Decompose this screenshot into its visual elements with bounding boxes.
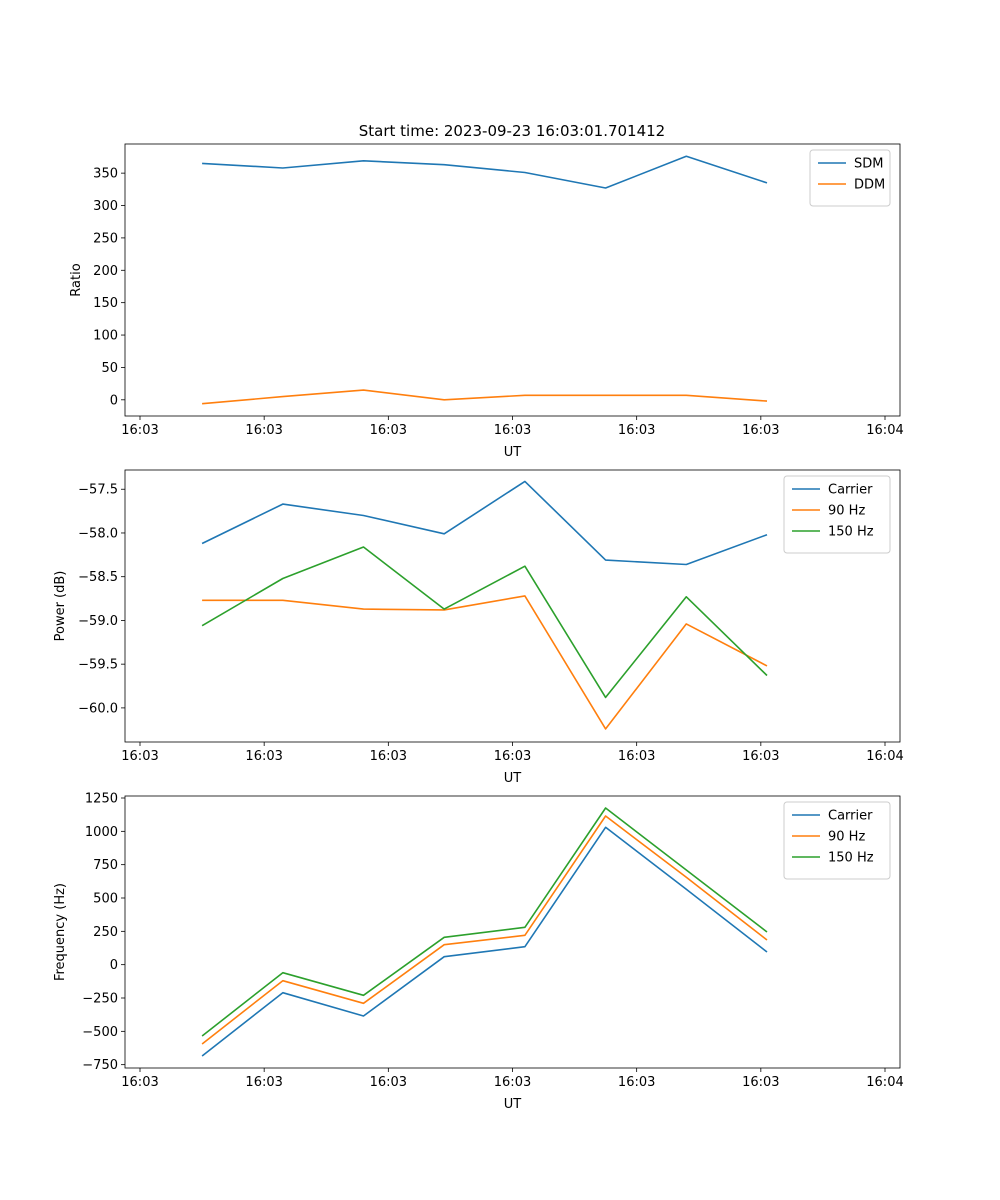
legend-label: SDM [854, 157, 883, 172]
x-tick-label: 16:03 [742, 423, 779, 438]
y-axis-label: Ratio [69, 263, 84, 296]
y-axis-label: Power (dB) [53, 571, 68, 642]
x-tick-label: 16:03 [370, 423, 407, 438]
y-tick-label: 50 [101, 361, 118, 376]
x-tick-label: 16:03 [494, 1075, 531, 1090]
y-tick-label: −59.5 [78, 658, 118, 673]
x-axis-label: UT [504, 1097, 522, 1112]
y-tick-label: 0 [110, 393, 118, 408]
y-tick-label: 250 [93, 925, 118, 940]
series-line-sdm [202, 155, 768, 189]
legend-label: Carrier [828, 483, 873, 498]
axes-frame [124, 469, 901, 743]
x-tick-label: 16:03 [245, 749, 282, 764]
y-axis-label: Frequency (Hz) [53, 883, 68, 981]
x-tick-label: 16:03 [742, 1075, 779, 1090]
x-tick-label: 16:03 [245, 1075, 282, 1090]
legend: Carrier 90 Hz 150 Hz [783, 801, 891, 880]
subplot-1: 16:03 16:03 16:03 16:03 16:03 16:03 16:04 0 50 10… [69, 143, 904, 460]
legend-frame [783, 475, 891, 554]
axes-frame [124, 143, 901, 417]
legend-label: 90 Hz [828, 830, 865, 845]
legend-frame [783, 801, 891, 880]
y-tick-label: −58.5 [78, 570, 118, 585]
y-tick-label: −60.0 [78, 701, 118, 716]
x-tick-label: 16:03 [121, 423, 158, 438]
y-tick-label: −59.0 [78, 614, 118, 629]
x-tick-label: 16:03 [370, 749, 407, 764]
y-tick-label: 350 [93, 167, 118, 182]
x-tick-label: 16:04 [866, 749, 903, 764]
x-tick-label: 16:03 [245, 423, 282, 438]
series-line-150-hz [201, 546, 768, 699]
subplots: 16:03 16:03 16:03 16:03 16:03 16:03 16:04 0 50 10… [53, 143, 904, 1113]
x-tick-label: 16:03 [742, 749, 779, 764]
x-tick-label: 16:04 [866, 423, 903, 438]
y-tick-label: 200 [93, 264, 118, 279]
series-line-ddm [202, 389, 768, 405]
x-tick-label: 16:04 [866, 1075, 903, 1090]
x-tick-label: 16:03 [494, 749, 531, 764]
x-tick-label: 16:03 [618, 1075, 655, 1090]
legend: Carrier 90 Hz 150 Hz [783, 475, 891, 554]
legend-label: 150 Hz [828, 851, 874, 866]
legend-frame [809, 149, 891, 207]
series-line-150-hz [201, 807, 768, 1037]
x-tick-label: 16:03 [494, 423, 531, 438]
y-tick-label: 1000 [85, 825, 118, 840]
series-line-carrier [201, 826, 768, 1057]
subplot-2: 16:03 16:03 16:03 16:03 16:03 16:03 16:04 −60.0… [53, 469, 904, 786]
x-tick-label: 16:03 [121, 1075, 158, 1090]
y-tick-label: 300 [93, 199, 118, 214]
y-tick-label: 150 [93, 296, 118, 311]
subplot-3: 16:03 16:03 16:03 16:03 16:03 16:03 16:04 −750 −… [53, 792, 904, 1113]
y-tick-label: 500 [93, 892, 118, 907]
y-tick-label: −500 [82, 1025, 118, 1040]
x-axis-label: UT [504, 771, 522, 786]
y-tick-label: 1250 [85, 792, 118, 807]
legend: SDM DDM [809, 149, 891, 207]
legend-label: 150 Hz [828, 525, 874, 540]
y-tick-label: 250 [93, 231, 118, 246]
axes-frame [124, 795, 901, 1069]
x-tick-label: 16:03 [121, 749, 158, 764]
y-tick-label: −57.5 [78, 483, 118, 498]
y-tick-label: −250 [82, 992, 118, 1007]
x-tick-label: 16:03 [618, 749, 655, 764]
y-tick-label: −58.0 [78, 526, 118, 541]
figure-title: Start time: 2023-09-23 16:03:01.701412 [359, 122, 665, 140]
legend-label: Carrier [828, 809, 873, 824]
legend-label: 90 Hz [828, 504, 865, 519]
legend-label: DDM [854, 178, 885, 193]
x-tick-label: 16:03 [618, 423, 655, 438]
y-tick-label: 100 [93, 329, 118, 344]
series-line-90-hz [202, 595, 768, 730]
series-line-carrier [201, 480, 768, 566]
y-tick-label: 0 [110, 958, 118, 973]
y-tick-label: −750 [82, 1058, 118, 1073]
x-tick-label: 16:03 [370, 1075, 407, 1090]
series-line-90-hz [201, 815, 768, 1045]
x-axis-label: UT [504, 445, 522, 460]
y-tick-label: 750 [93, 858, 118, 873]
